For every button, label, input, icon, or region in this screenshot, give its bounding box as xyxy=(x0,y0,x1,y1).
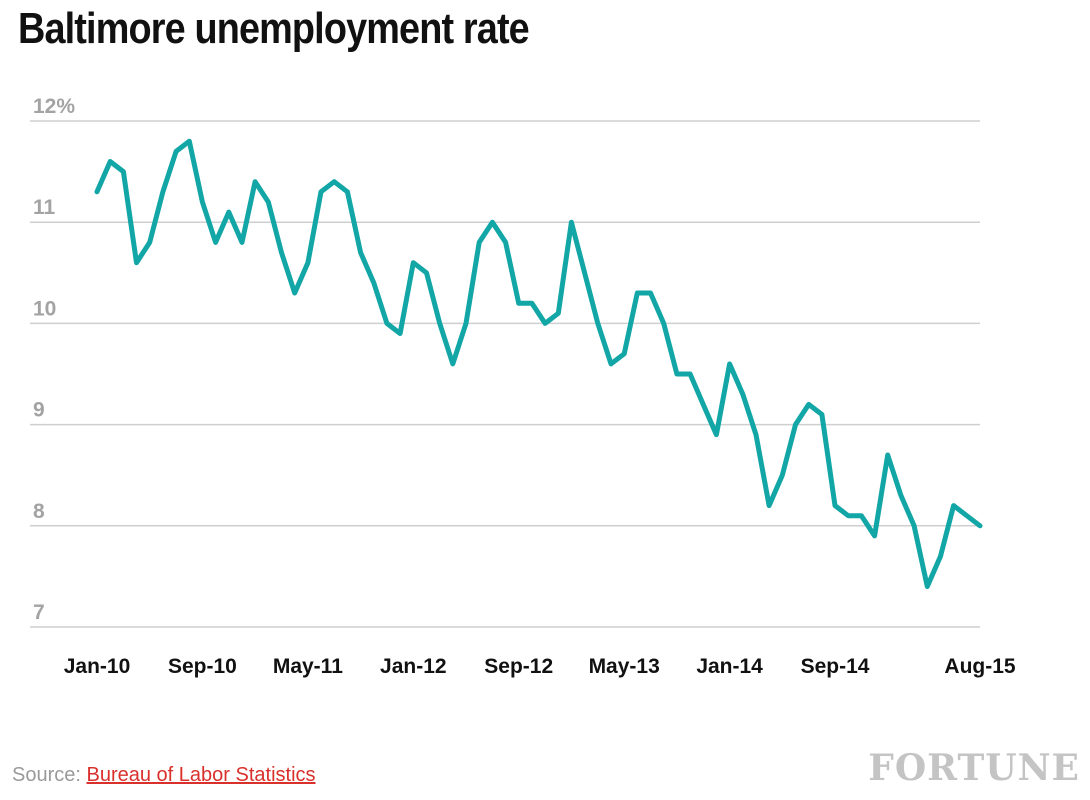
data-point xyxy=(925,584,930,589)
data-point xyxy=(332,179,337,184)
data-point xyxy=(200,199,205,204)
data-point xyxy=(253,179,258,184)
data-point xyxy=(529,301,534,306)
data-point xyxy=(398,331,403,336)
data-point xyxy=(174,149,179,154)
data-point xyxy=(134,260,139,265)
data-point xyxy=(872,533,877,538)
x-axis-tick-labels: Jan-10 Sep-10 May-11 Jan-12 Sep-12 May-13 Jan-… xyxy=(64,655,1016,678)
data-point xyxy=(727,361,732,366)
data-point xyxy=(108,159,113,164)
y-tick-label: 7 xyxy=(33,601,45,624)
data-point xyxy=(411,260,416,265)
x-tick-label: Jan-10 xyxy=(64,655,131,678)
data-point xyxy=(912,523,917,528)
data-point xyxy=(622,351,627,356)
data-point xyxy=(490,220,495,225)
data-point xyxy=(582,270,587,275)
data-point xyxy=(503,240,508,245)
data-point xyxy=(371,280,376,285)
x-tick-label: Aug-15 xyxy=(944,655,1015,678)
data-point xyxy=(187,139,192,144)
y-tick-label: 10 xyxy=(33,297,56,320)
data-point xyxy=(635,291,640,296)
data-point xyxy=(95,189,100,194)
chart-plot: 7 8 9 10 11 12% Jan-10 Sep-10 May-11 Jan-12 Sep-1… xyxy=(30,95,1016,678)
y-tick-label: 9 xyxy=(33,399,45,422)
data-point xyxy=(345,189,350,194)
data-point xyxy=(819,412,824,417)
data-point xyxy=(793,422,798,427)
series-line xyxy=(94,138,983,589)
data-point xyxy=(279,250,284,255)
data-point xyxy=(753,432,758,437)
source-label: Source: xyxy=(12,764,81,786)
x-tick-label: Sep-14 xyxy=(801,655,870,678)
data-point xyxy=(846,513,851,518)
data-point xyxy=(384,321,389,326)
data-point xyxy=(951,503,956,508)
data-point xyxy=(648,291,653,296)
grid-lines xyxy=(30,120,980,628)
data-point xyxy=(226,210,231,215)
data-point xyxy=(833,503,838,508)
data-point xyxy=(543,321,548,326)
data-point xyxy=(978,523,983,528)
data-point xyxy=(450,361,455,366)
x-tick-label: Sep-10 xyxy=(168,655,237,678)
data-point xyxy=(859,513,864,518)
data-point xyxy=(213,240,218,245)
data-point xyxy=(938,554,943,559)
data-point xyxy=(516,301,521,306)
source-link[interactable]: Bureau of Labor Statistics xyxy=(86,764,316,786)
data-point xyxy=(767,503,772,508)
data-point xyxy=(608,361,613,366)
y-tick-label: 8 xyxy=(33,500,45,523)
data-point xyxy=(740,392,745,397)
data-point xyxy=(674,372,679,377)
x-tick-label: May-11 xyxy=(273,655,343,678)
data-point xyxy=(595,321,600,326)
data-point xyxy=(885,452,890,457)
data-point xyxy=(780,473,785,478)
data-point xyxy=(701,402,706,407)
data-point xyxy=(292,291,297,296)
data-point xyxy=(714,432,719,437)
data-point xyxy=(556,311,561,316)
data-point xyxy=(266,199,271,204)
data-point xyxy=(319,189,324,194)
x-tick-label: Jan-14 xyxy=(696,655,763,678)
data-point xyxy=(239,240,244,245)
data-point xyxy=(424,270,429,275)
fortune-logo: FORTUNE xyxy=(868,747,1080,789)
data-point xyxy=(160,189,165,194)
data-point xyxy=(898,493,903,498)
x-tick-label: Jan-12 xyxy=(380,655,447,678)
data-point xyxy=(358,250,363,255)
series-layer xyxy=(94,138,983,589)
y-tick-label: 12% xyxy=(33,95,75,118)
data-point xyxy=(477,240,482,245)
y-axis-tick-labels: 7 8 9 10 11 12% xyxy=(33,95,75,624)
chart-title: Baltimore unemployment rate xyxy=(18,4,530,53)
data-point xyxy=(147,240,152,245)
x-tick-label: May-13 xyxy=(589,655,660,678)
source-line: Source: Bureau of Labor Statistics xyxy=(12,764,316,787)
data-point xyxy=(688,372,693,377)
data-point xyxy=(569,220,574,225)
x-tick-label: Sep-12 xyxy=(484,655,553,678)
data-point xyxy=(964,513,969,518)
y-tick-label: 11 xyxy=(33,196,56,219)
data-point xyxy=(305,260,310,265)
data-point xyxy=(464,321,469,326)
data-point xyxy=(437,321,442,326)
data-point xyxy=(661,321,666,326)
data-point xyxy=(121,169,126,174)
data-point xyxy=(806,402,811,407)
